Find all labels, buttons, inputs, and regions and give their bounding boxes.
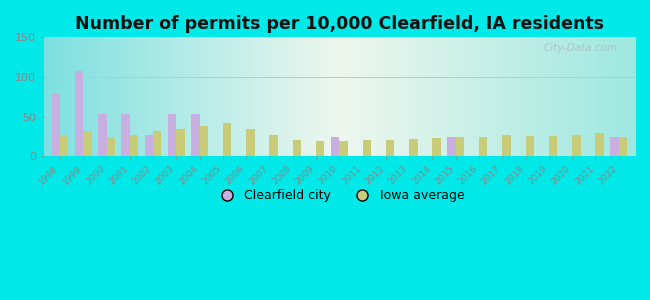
Bar	[595, 133, 604, 156]
Bar	[246, 129, 255, 156]
Bar	[572, 135, 580, 156]
Bar	[168, 113, 176, 156]
Legend: Clearfield city, Iowa average: Clearfield city, Iowa average	[209, 184, 469, 207]
Bar	[75, 71, 83, 156]
Bar	[191, 113, 200, 156]
Bar	[60, 135, 68, 156]
Bar	[83, 131, 92, 156]
Text: City-Data.com: City-Data.com	[543, 43, 618, 53]
Bar	[145, 135, 153, 156]
Bar	[270, 135, 278, 156]
Bar	[619, 136, 627, 156]
Bar	[447, 136, 456, 156]
Bar	[549, 136, 557, 156]
Bar	[363, 140, 371, 156]
Bar	[386, 140, 395, 156]
Title: Number of permits per 10,000 Clearfield, IA residents: Number of permits per 10,000 Clearfield,…	[75, 15, 604, 33]
Bar	[610, 136, 619, 156]
Bar	[51, 94, 60, 156]
Bar	[130, 135, 138, 156]
Bar	[153, 131, 161, 156]
Bar	[432, 138, 441, 156]
Bar	[98, 113, 107, 156]
Bar	[409, 139, 417, 156]
Bar	[316, 141, 324, 156]
Bar	[331, 136, 339, 156]
Bar	[292, 140, 301, 156]
Bar	[223, 123, 231, 156]
Bar	[107, 136, 115, 156]
Bar	[176, 129, 185, 156]
Bar	[339, 141, 348, 156]
Bar	[122, 113, 130, 156]
Bar	[200, 126, 208, 156]
Bar	[502, 135, 511, 156]
Bar	[456, 137, 464, 156]
Bar	[526, 136, 534, 156]
Bar	[479, 136, 488, 156]
